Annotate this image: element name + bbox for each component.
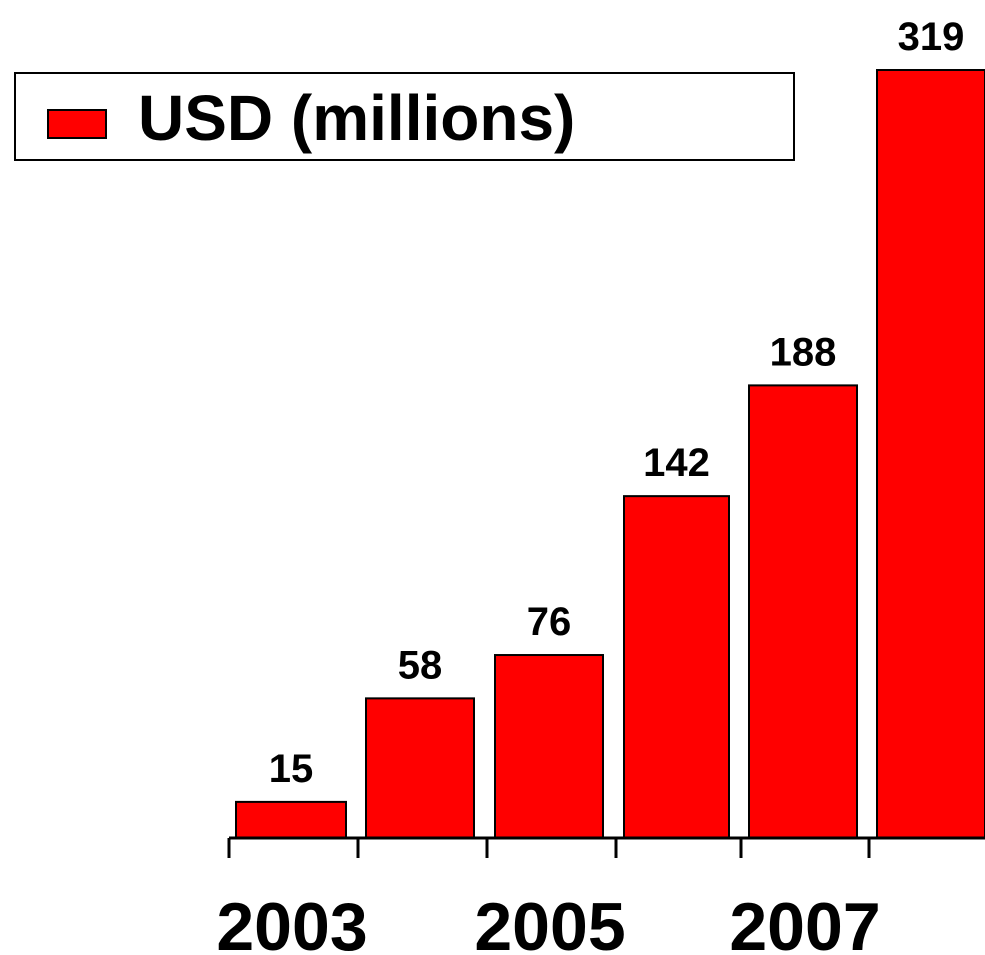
bar-value-label: 15 (269, 747, 314, 791)
x-tick-label: 2005 (474, 889, 625, 955)
bar-value-label: 188 (770, 330, 837, 374)
legend: USD (millions) (14, 72, 795, 161)
x-tick-label: 2003 (216, 889, 367, 955)
x-axis-ticks (227, 838, 871, 858)
bar-value-label: 58 (398, 643, 443, 687)
bar-2005 (494, 654, 604, 840)
legend-label: USD (millions) (138, 82, 576, 154)
bar-value-label: 142 (643, 441, 710, 485)
legend-swatch (47, 109, 107, 139)
x-tick-label: 2007 (729, 889, 880, 955)
bar-value-label: 319 (898, 15, 965, 59)
x-axis: 2003 2005 2007 (216, 836, 985, 955)
bars-layer (235, 69, 985, 840)
bar-2003 (235, 800, 347, 840)
bar-2007 (748, 384, 858, 839)
x-axis-tick-labels: 2003 2005 2007 (216, 889, 880, 955)
bar-value-label: 76 (527, 600, 572, 644)
value-labels-layer: 15 58 76 142 188 319 (269, 15, 965, 791)
bar-2004 (365, 697, 475, 839)
bar-2006 (623, 495, 730, 839)
bar-2008 (876, 69, 985, 839)
